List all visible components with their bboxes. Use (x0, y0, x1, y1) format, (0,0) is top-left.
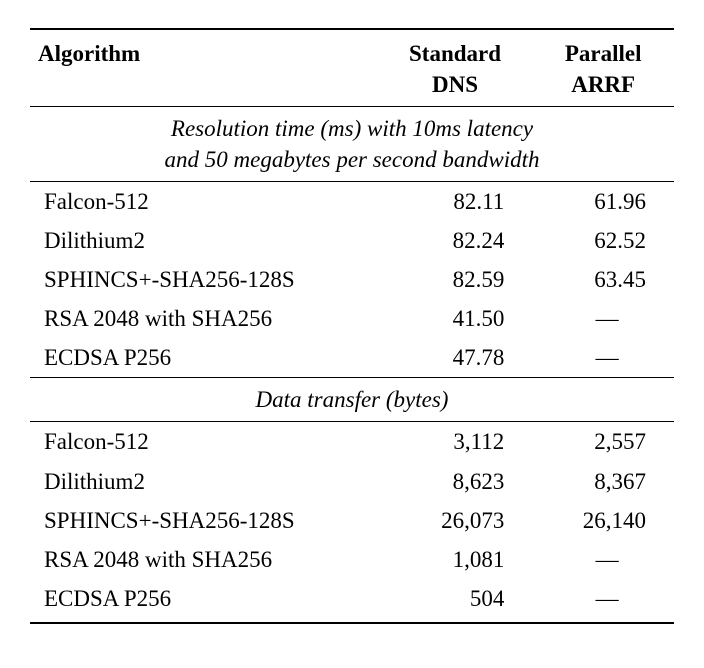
col-header-parallel-arrf: Parallel ARRF (532, 29, 674, 107)
table-row: ECDSA P256 47.78 — (30, 338, 674, 378)
cell-par: 2,557 (532, 422, 674, 462)
cell-std: 504 (378, 579, 533, 623)
table-row: RSA 2048 with SHA256 41.50 — (30, 299, 674, 338)
cell-algo: RSA 2048 with SHA256 (30, 540, 378, 579)
cell-par: 62.52 (532, 221, 674, 260)
col-header-algorithm: Algorithm (30, 29, 378, 107)
section-resolution-l1: Resolution time (ms) with 10ms latency (171, 116, 533, 141)
cell-std: 82.59 (378, 260, 533, 299)
cell-std: 3,112 (378, 422, 533, 462)
table-row: Falcon-512 82.11 61.96 (30, 182, 674, 222)
cell-par: — (532, 579, 674, 623)
cell-std: 8,623 (378, 462, 533, 501)
cell-algo: Dilithium2 (30, 221, 378, 260)
cell-algo: Dilithium2 (30, 462, 378, 501)
cell-std: 47.78 (378, 338, 533, 378)
col-header-standard-dns: Standard DNS (378, 29, 533, 107)
table-row: RSA 2048 with SHA256 1,081 — (30, 540, 674, 579)
table-row: Dilithium2 82.24 62.52 (30, 221, 674, 260)
table-row: ECDSA P256 504 — (30, 579, 674, 623)
section-header-transfer: Data transfer (bytes) (30, 378, 674, 422)
cell-par: 8,367 (532, 462, 674, 501)
table-header-row: Algorithm Standard DNS Parallel ARRF (30, 29, 674, 107)
cell-std: 1,081 (378, 540, 533, 579)
table-row: Falcon-512 3,112 2,557 (30, 422, 674, 462)
section-header-resolution: Resolution time (ms) with 10ms latency a… (30, 107, 674, 182)
cell-par: — (532, 299, 674, 338)
col-header-parallel-arrf-l1: Parallel (540, 38, 666, 69)
table-row: SPHINCS+-SHA256-128S 26,073 26,140 (30, 501, 674, 540)
cell-algo: Falcon-512 (30, 422, 378, 462)
cell-par: 26,140 (532, 501, 674, 540)
section-resolution-l2: and 50 megabytes per second bandwidth (165, 147, 540, 172)
cell-std: 82.11 (378, 182, 533, 222)
table-row: Dilithium2 8,623 8,367 (30, 462, 674, 501)
cell-algo: SPHINCS+-SHA256-128S (30, 501, 378, 540)
cell-par: — (532, 540, 674, 579)
cell-algo: ECDSA P256 (30, 579, 378, 623)
table-row: SPHINCS+-SHA256-128S 82.59 63.45 (30, 260, 674, 299)
cell-algo: RSA 2048 with SHA256 (30, 299, 378, 338)
col-header-standard-dns-l2: DNS (386, 69, 525, 100)
cell-par: — (532, 338, 674, 378)
cell-std: 26,073 (378, 501, 533, 540)
cell-par: 61.96 (532, 182, 674, 222)
col-header-standard-dns-l1: Standard (386, 38, 525, 69)
section-transfer-label: Data transfer (bytes) (30, 378, 674, 422)
cell-algo: SPHINCS+-SHA256-128S (30, 260, 378, 299)
cell-par: 63.45 (532, 260, 674, 299)
comparison-table: Algorithm Standard DNS Parallel ARRF Res… (30, 28, 674, 624)
cell-algo: ECDSA P256 (30, 338, 378, 378)
cell-algo: Falcon-512 (30, 182, 378, 222)
cell-std: 82.24 (378, 221, 533, 260)
col-header-parallel-arrf-l2: ARRF (540, 69, 666, 100)
cell-std: 41.50 (378, 299, 533, 338)
